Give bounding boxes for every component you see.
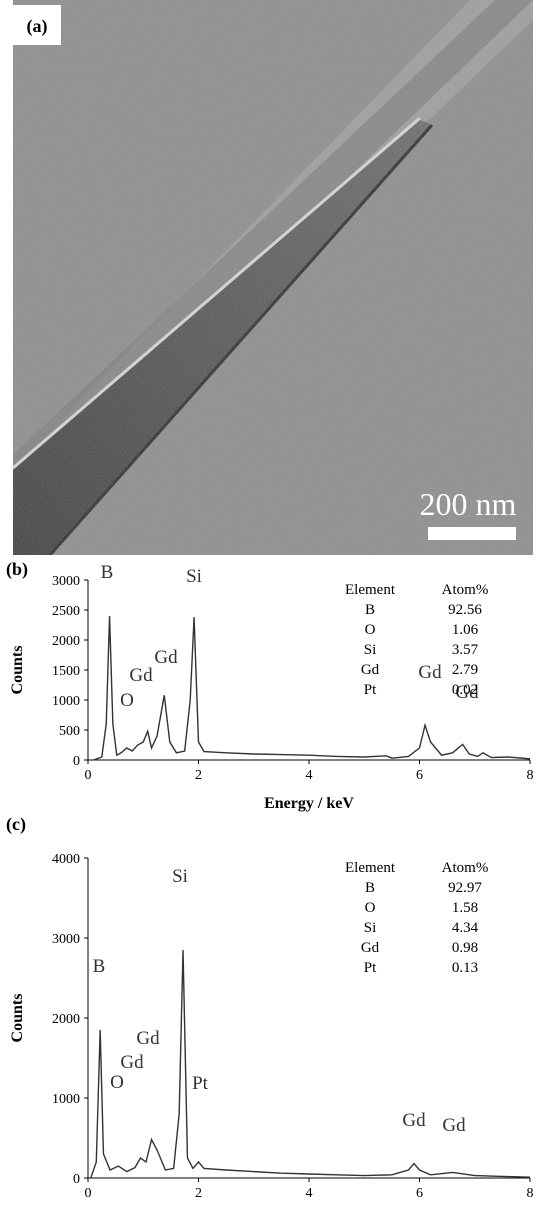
peak-label: B [101, 562, 114, 583]
peak-label: Gd [120, 1052, 144, 1073]
y-tick-label: 1000 [52, 694, 80, 709]
x-tick-label: 0 [85, 768, 92, 783]
y-tick-label: 3000 [52, 932, 80, 947]
table-cell: 92.97 [448, 880, 482, 896]
peak-label: Gd [129, 665, 153, 686]
peak-label: O [120, 690, 134, 711]
y-tick-label: 3000 [52, 574, 80, 589]
y-tick-label: 4000 [52, 852, 80, 867]
table-cell: B [365, 602, 375, 618]
peak-label: Gd [418, 662, 442, 683]
scale-bar-label: 200 nm [420, 486, 517, 522]
peak-label: Gd [154, 647, 178, 668]
table-cell: Pt [364, 960, 377, 976]
spectrum-line [90, 949, 531, 1179]
y-tick-label: 1000 [52, 1092, 80, 1107]
table-cell: 0.98 [452, 940, 478, 956]
panel-label: (b) [6, 559, 28, 580]
peak-label: Gd [402, 1110, 426, 1131]
peak-label: Pt [192, 1073, 209, 1094]
table-cell: 0.02 [452, 682, 478, 698]
peak-label: Si [172, 866, 188, 887]
y-axis-title: Counts [9, 646, 26, 695]
table-cell: 2.79 [452, 662, 478, 678]
table-cell: Gd [361, 940, 380, 956]
x-tick-label: 2 [195, 768, 202, 783]
tem-image: (a) 200 nm [13, 0, 533, 555]
peak-label: Gd [136, 1028, 160, 1049]
peak-label: B [93, 956, 106, 977]
spectrum-line [93, 615, 531, 761]
x-tick-label: 6 [416, 768, 423, 783]
peak-label: O [110, 1072, 124, 1093]
y-tick-label: 2500 [52, 604, 80, 619]
x-tick-label: 8 [527, 768, 534, 783]
table-cell: B [365, 880, 375, 896]
peak-label: Gd [455, 682, 479, 703]
table-cell: 92.56 [448, 602, 482, 618]
scale-bar [428, 527, 516, 540]
y-tick-label: 500 [59, 724, 80, 739]
peak-label: Gd [442, 1115, 466, 1136]
table-cell: 1.06 [452, 622, 479, 638]
panel-label: (a) [27, 16, 48, 37]
peak-label: Si [186, 566, 202, 587]
table-cell: 4.34 [452, 920, 479, 936]
table-cell: Si [364, 642, 377, 658]
table-header: Atom% [442, 860, 489, 876]
table-cell: Gd [361, 662, 380, 678]
x-tick-label: 4 [306, 768, 313, 783]
table-cell: Si [364, 920, 377, 936]
y-tick-label: 1500 [52, 664, 80, 679]
y-axis-title: Counts [9, 994, 26, 1043]
x-tick-label: 4 [306, 1186, 313, 1201]
table-header: Element [345, 582, 396, 598]
table-header: Atom% [442, 582, 489, 598]
table-cell: 0.13 [452, 960, 478, 976]
table-cell: 3.57 [452, 642, 479, 658]
y-tick-label: 2000 [52, 1012, 80, 1027]
x-axis-title: Energy / keV [264, 795, 354, 812]
x-tick-label: 2 [195, 1186, 202, 1201]
x-tick-label: 0 [85, 1186, 92, 1201]
table-cell: Pt [364, 682, 377, 698]
table-cell: 1.58 [452, 900, 478, 916]
y-tick-label: 0 [73, 1172, 80, 1187]
table-cell: O [365, 900, 376, 916]
y-tick-label: 0 [73, 754, 80, 769]
panel-label: (c) [6, 814, 26, 835]
table-header: Element [345, 860, 396, 876]
x-tick-label: 8 [527, 1186, 534, 1201]
table-cell: O [365, 622, 376, 638]
x-tick-label: 6 [416, 1186, 423, 1201]
y-tick-label: 2000 [52, 634, 80, 649]
